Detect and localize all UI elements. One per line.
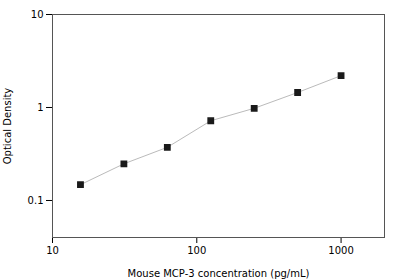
svg-text:10: 10 [31,9,44,20]
svg-text:0.1: 0.1 [28,195,44,206]
svg-text:Mouse MCP-3 concentration (pg/: Mouse MCP-3 concentration (pg/mL) [128,268,310,279]
svg-text:1000: 1000 [328,245,353,256]
svg-text:100: 100 [187,245,206,256]
svg-text:Optical Density: Optical Density [2,88,13,165]
svg-text:1: 1 [37,102,43,113]
svg-text:10: 10 [46,245,59,256]
